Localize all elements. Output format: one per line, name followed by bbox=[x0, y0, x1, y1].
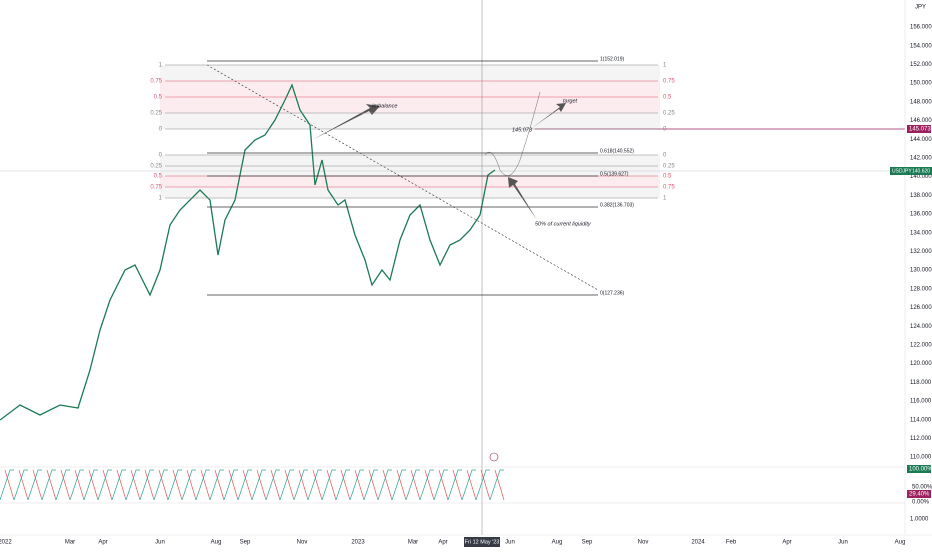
fib-level-right: 0.5 bbox=[663, 174, 672, 180]
retracement-label: 0.382(136.703) bbox=[600, 202, 634, 208]
price-label: 144.000 bbox=[910, 137, 932, 143]
oscillator bbox=[0, 469, 505, 501]
price-label: 118.000 bbox=[910, 380, 932, 386]
retracement-label: 0.618(140.552) bbox=[600, 148, 634, 154]
target-arrow bbox=[532, 103, 566, 128]
fib-level-right: 0.25 bbox=[663, 164, 675, 170]
osc-value-badge-bg bbox=[907, 490, 931, 498]
annotation: target bbox=[563, 98, 578, 104]
symbol-price: 140.620 bbox=[912, 168, 930, 174]
price-label: 134.000 bbox=[910, 230, 932, 236]
projection-curve bbox=[484, 91, 541, 176]
trend-line bbox=[206, 64, 599, 291]
time-label: Apr bbox=[438, 540, 447, 546]
fib-zone bbox=[160, 176, 660, 187]
time-label: Nov bbox=[638, 540, 649, 546]
time-label: Apr bbox=[98, 540, 107, 546]
cursor-badge-bg bbox=[464, 537, 500, 547]
fib-level-left: 0.75 bbox=[150, 185, 162, 191]
osc-value-badge: 29.40% bbox=[909, 492, 930, 498]
fib-level-left: 0.5 bbox=[154, 95, 163, 101]
time-label: 2024 bbox=[691, 540, 705, 546]
price-label: 112.000 bbox=[910, 436, 932, 442]
price-label: 136.000 bbox=[910, 212, 932, 218]
osc-mid: 50.00% bbox=[912, 485, 932, 491]
time-label: Aug bbox=[895, 540, 906, 546]
time-label: Jun bbox=[838, 540, 848, 546]
price-label: 116.000 bbox=[910, 399, 932, 405]
annotation: Imbalance bbox=[372, 103, 397, 109]
price-label: 142.000 bbox=[910, 155, 932, 161]
fib-level-left: 1 bbox=[159, 196, 163, 202]
time-label: Mar bbox=[65, 540, 75, 546]
time-label: Nov bbox=[297, 540, 308, 546]
time-label: Sep bbox=[582, 540, 593, 546]
osc-bottom-label: 0.00% bbox=[912, 500, 930, 506]
price-label: 126.000 bbox=[910, 305, 932, 311]
price-label: 148.000 bbox=[910, 99, 932, 105]
fib-level-right: 1 bbox=[663, 196, 667, 202]
fib-level-left: 0 bbox=[159, 127, 163, 133]
osc-extra: 1.0000 bbox=[910, 517, 929, 523]
fib-level-left: 0.75 bbox=[150, 79, 162, 85]
time-label: Sep bbox=[240, 540, 251, 546]
fib-level-left: 0.25 bbox=[150, 164, 162, 170]
annotation: 50% of current liquidity bbox=[535, 221, 592, 227]
time-label: Aug bbox=[211, 540, 222, 546]
fib-level-right: 0 bbox=[663, 153, 667, 159]
retracement-label: 0.5(139.627) bbox=[600, 171, 629, 177]
currency: JPY bbox=[915, 5, 926, 11]
price-label: 130.000 bbox=[910, 268, 932, 274]
osc-top-badge-bg bbox=[907, 465, 931, 473]
time-label: Feb bbox=[726, 540, 737, 546]
time-label: 2023 bbox=[351, 540, 365, 546]
time-label: 2022 bbox=[0, 540, 12, 546]
fib-level-right: 1 bbox=[663, 63, 667, 69]
fib-level-right: 0.75 bbox=[663, 185, 675, 191]
osc-green bbox=[0, 469, 504, 501]
price-label: 138.000 bbox=[910, 193, 932, 199]
fib-level-right: 0 bbox=[663, 127, 667, 133]
price-label: 110.000 bbox=[910, 455, 932, 461]
fib-level-left: 0.5 bbox=[154, 174, 163, 180]
time-label: Aug bbox=[552, 540, 563, 546]
retracement-label: 1(152.019) bbox=[600, 56, 625, 62]
fib-level-right: 0.75 bbox=[663, 79, 675, 85]
fib-level-left: 0 bbox=[159, 153, 163, 159]
price-label: 128.000 bbox=[910, 286, 932, 292]
price-label: 122.000 bbox=[910, 342, 932, 348]
symbol: USDJPY bbox=[892, 168, 912, 174]
price-label: 124.000 bbox=[910, 324, 932, 330]
labels: JPY 156.000 154.000 152.000 150.000 148.000 14… bbox=[0, 5, 932, 547]
retracement-label: 0(127.236) bbox=[600, 290, 625, 296]
price-label: 120.000 bbox=[910, 361, 932, 367]
price-label: 156.000 bbox=[910, 25, 932, 31]
cursor-date: Fri 12 May '23 bbox=[465, 539, 500, 545]
price-label: 132.000 bbox=[910, 249, 932, 255]
price-label: 152.000 bbox=[910, 62, 932, 68]
time-label: Mar bbox=[408, 540, 418, 546]
fib-level-left: 1 bbox=[159, 63, 163, 69]
price-label: 154.000 bbox=[910, 43, 932, 49]
fib-level-right: 0.25 bbox=[663, 111, 675, 117]
symbol-badge-bg bbox=[890, 167, 932, 175]
liquidity-arrow bbox=[508, 177, 537, 220]
target-badge-bg bbox=[907, 125, 931, 133]
event-marker bbox=[489, 452, 499, 462]
price-label: 140.000 bbox=[910, 174, 932, 180]
price-label: 114.000 bbox=[910, 417, 932, 423]
osc-top-badge: 100.00% bbox=[909, 467, 932, 473]
target-badge: 145.073 bbox=[909, 127, 931, 133]
fib-level-left: 0.25 bbox=[150, 111, 162, 117]
fib-level-right: 0.5 bbox=[663, 95, 672, 101]
price-label: 150.000 bbox=[910, 81, 932, 87]
annotation: 145.073 bbox=[512, 127, 533, 133]
time-label: Jun bbox=[155, 540, 165, 546]
time-label: Jun bbox=[505, 540, 515, 546]
time-label: Apr bbox=[782, 540, 791, 546]
price-path bbox=[0, 83, 496, 421]
osc-red bbox=[4, 469, 505, 501]
price-label: 146.000 bbox=[910, 118, 932, 124]
